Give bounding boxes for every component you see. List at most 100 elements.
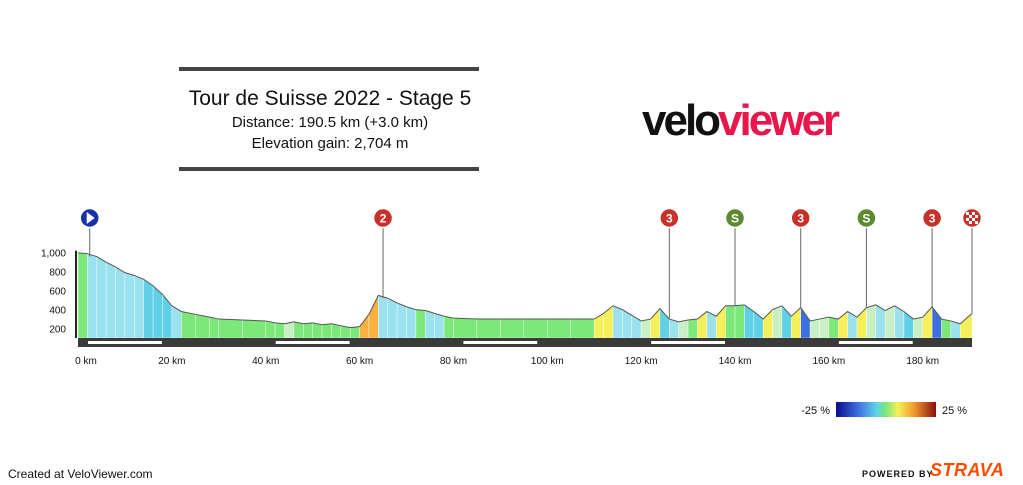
profile-segment [321, 323, 332, 339]
profile-segment [242, 319, 266, 339]
marker-climb [921, 207, 943, 229]
distance-bar-stripe [463, 341, 538, 344]
profile-segment [931, 306, 942, 339]
profile-segment [359, 313, 370, 339]
marker-label: 3 [797, 212, 804, 226]
profile-segment [453, 317, 478, 339]
distance-bar-stripe [88, 341, 162, 344]
profile-segment [331, 323, 342, 339]
profile-segment [378, 295, 388, 339]
profile-segment [772, 305, 783, 339]
profile-outline [77, 252, 973, 329]
x-tick-label: 40 km [252, 356, 279, 367]
profile-segment [659, 308, 670, 339]
y-tick-label: 800 [49, 268, 66, 279]
profile-segment [941, 318, 952, 339]
profile-segment [312, 322, 323, 339]
profile-segment [847, 311, 858, 339]
x-tick-label: 100 km [531, 356, 564, 367]
distance-text: Distance: 190.5 km (+3.0 km) [231, 114, 429, 131]
marker-label: 3 [666, 212, 673, 226]
profile-segment [162, 293, 173, 339]
profile-segment [570, 318, 595, 339]
logo-part2: viewer [718, 96, 840, 145]
profile-segment [725, 305, 736, 339]
profile-segment [406, 306, 417, 339]
profile-segment [866, 304, 876, 339]
profile-segment [828, 316, 839, 339]
profile-segment [368, 295, 379, 339]
profile-segment [678, 319, 689, 339]
profile-segment [476, 318, 501, 339]
marker-label: S [862, 212, 870, 226]
gradient-legend-bar [836, 402, 936, 417]
profile-segment [349, 326, 360, 339]
elevation-gain-text: Elevation gain: 2,704 m [251, 135, 409, 152]
marker-climb [659, 207, 680, 229]
distance-bar-stripe [651, 341, 726, 344]
profile-segment [143, 278, 154, 339]
profile-segment [819, 316, 830, 339]
x-tick-label: 60 km [346, 356, 373, 367]
profile-segment [734, 304, 745, 339]
marker-sprint [724, 207, 746, 229]
marker-label: 3 [929, 212, 936, 226]
profile-segment [293, 321, 304, 339]
profile-segment [809, 318, 820, 339]
finish-flag-icon [972, 218, 975, 221]
y-tick-label: 600 [49, 287, 66, 298]
finish-flag-icon [972, 212, 975, 215]
profile-segment [124, 272, 135, 339]
profile-segment [105, 261, 116, 339]
profile-segment [396, 302, 407, 339]
start-icon [86, 212, 95, 224]
finish-flag-icon [969, 221, 972, 224]
finish-flag-icon [975, 215, 978, 218]
distance-bar-stripe [838, 341, 913, 344]
profile-segment [640, 318, 651, 339]
stage-title: Tour de Suisse 2022 - Stage 5 [188, 87, 472, 110]
x-tick-label: 80 km [440, 356, 467, 367]
profile-segment [195, 314, 210, 339]
veloviewer-logo: veloviewer [642, 96, 840, 146]
marker-sprint [856, 207, 877, 229]
title-rule-top [179, 67, 479, 71]
profile-segment [594, 313, 604, 339]
profile-segment [913, 316, 923, 339]
finish-flag-icon [975, 221, 978, 224]
profile-segment [744, 304, 754, 339]
finish-flag-icon [966, 212, 969, 215]
profile-segment [415, 309, 426, 339]
profile-segment [87, 253, 97, 339]
profile-segment [115, 266, 126, 339]
profile-segment [218, 318, 243, 339]
profile-segment [500, 318, 525, 339]
profile-segment [96, 256, 107, 339]
y-tick-label: 200 [49, 325, 66, 336]
elevation-profile-chart: 200 400 600 800 1,000 0 km 20 km 40 km 60 km 80 k… [41, 207, 983, 417]
profile-segment [603, 305, 614, 339]
profile-segment [523, 318, 548, 339]
finish-flag-icon [966, 218, 969, 221]
profile-segment [884, 305, 895, 339]
x-tick-label: 0 km [75, 356, 97, 367]
profile-segment [303, 322, 313, 339]
profile-segment [425, 310, 435, 339]
powered-by-label: POWERED BY [862, 469, 934, 479]
title-rule-bottom [179, 167, 479, 171]
profile-segment [265, 320, 276, 339]
x-tick-label: 120 km [625, 356, 658, 367]
profile-segment [434, 313, 445, 339]
marker-climb [372, 207, 394, 229]
profile-segment [274, 322, 285, 339]
x-tick-label: 160 km [812, 356, 845, 367]
profile-segment [650, 308, 661, 339]
profile-segment [209, 316, 219, 339]
profile-segment [284, 321, 295, 339]
gradient-legend-max: 25 % [942, 405, 967, 417]
profile-segment [77, 252, 88, 339]
created-credit: Created at VeloViewer.com [8, 467, 153, 481]
x-tick-label: 140 km [719, 356, 752, 367]
profile-segment [443, 315, 454, 339]
y-tick-label: 1,000 [41, 249, 66, 260]
